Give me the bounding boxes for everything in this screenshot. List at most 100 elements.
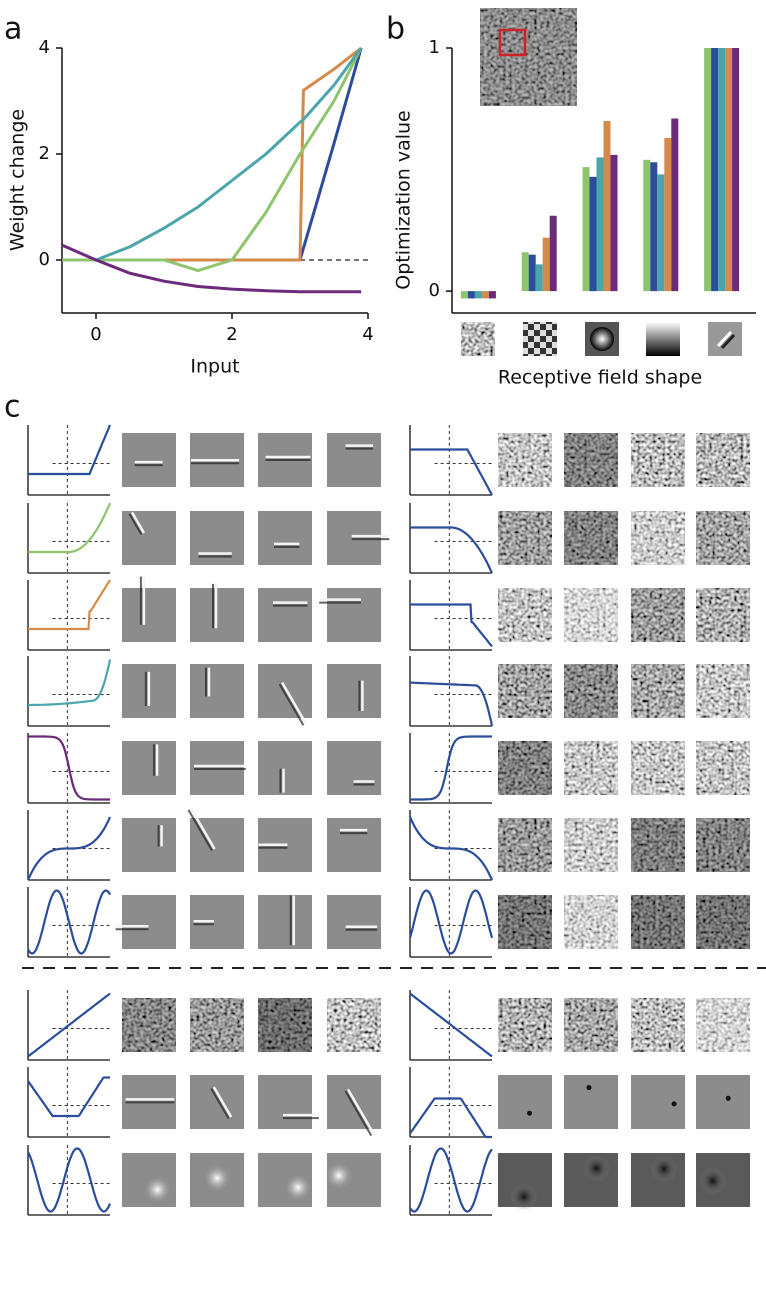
bar [718, 48, 726, 292]
rf-noise [498, 664, 552, 718]
receptive-field [190, 1075, 244, 1129]
rf-tint [631, 818, 685, 872]
bar [521, 252, 529, 292]
rf-bg [498, 1075, 552, 1129]
receptive-field [631, 1075, 685, 1129]
rf-noise [258, 998, 312, 1052]
rf-bg [258, 1075, 312, 1129]
receptive-field [696, 664, 750, 718]
rf-tint [498, 433, 552, 487]
rf-tint [696, 818, 750, 872]
receptive-field [190, 583, 244, 642]
receptive-field [564, 511, 618, 565]
receptive-field [122, 818, 176, 872]
bar [725, 48, 733, 292]
bar [732, 48, 740, 292]
receptive-field [258, 818, 312, 872]
rf-bg [258, 664, 312, 718]
rf-noise [631, 588, 685, 642]
rf-tint [564, 998, 618, 1052]
rf-noise [564, 998, 618, 1052]
rf-edge [128, 513, 143, 536]
receptive-field [498, 741, 552, 795]
receptive-field [631, 741, 685, 795]
receptive-field [696, 433, 750, 487]
rf-glow [284, 1173, 313, 1202]
receptive-field [324, 1153, 381, 1207]
receptive-field [122, 741, 176, 795]
mini-curve [28, 735, 110, 801]
bar [582, 167, 590, 292]
receptive-field [327, 818, 381, 872]
rf-noise [498, 818, 552, 872]
rf-bg [190, 664, 244, 718]
rf-noise [631, 433, 685, 487]
rf-icons [461, 322, 742, 356]
mini-curve [409, 1147, 493, 1213]
rf-tint [564, 511, 618, 565]
receptive-field [122, 998, 176, 1052]
receptive-field [190, 433, 244, 487]
mini-curve [28, 579, 111, 631]
mini-curve [27, 992, 111, 1058]
rf-dot [586, 1085, 592, 1091]
rf-tint [564, 741, 618, 795]
receptive-field [564, 433, 618, 487]
receptive-field [122, 433, 176, 487]
mini-curve [28, 502, 112, 554]
receptive-field [122, 576, 176, 642]
receptive-field [122, 1153, 176, 1207]
bar [671, 118, 679, 292]
rf-tint [498, 664, 552, 718]
receptive-field [696, 895, 750, 949]
bar [549, 215, 557, 292]
mini-curve [27, 889, 111, 955]
rf-noise [631, 741, 685, 795]
rf-noise [696, 818, 750, 872]
bar [664, 137, 672, 292]
mini-curve [26, 816, 112, 881]
bar [704, 48, 712, 292]
receptive-field [190, 1153, 244, 1207]
bar [711, 48, 719, 292]
rf-tint [122, 998, 176, 1052]
bar [610, 154, 618, 292]
receptive-field [498, 818, 552, 872]
rf-tint [631, 895, 685, 949]
rf-noise [696, 511, 750, 565]
receptive-field [319, 588, 381, 642]
rf-bg [122, 511, 176, 565]
rf-bg [631, 1075, 685, 1129]
rf-bg [122, 818, 176, 872]
rf-icon [461, 322, 495, 356]
rf-tint [498, 741, 552, 795]
mini-curve [28, 424, 112, 476]
receptive-field [190, 664, 244, 718]
rf-tint [498, 818, 552, 872]
x-tick-label: 4 [362, 324, 373, 345]
bar [657, 174, 665, 292]
receptive-field [258, 664, 312, 726]
y-tick-label: 1 [429, 37, 440, 58]
y-tick-label: 2 [39, 143, 50, 164]
rf-tint [498, 998, 552, 1052]
rf-tint [696, 998, 750, 1052]
image-tint [480, 8, 577, 106]
x-axis-label: Receptive field shape [498, 367, 702, 389]
line-series [61, 243, 362, 294]
rf-bg [327, 433, 381, 487]
rf-edge [187, 809, 213, 852]
bar [467, 291, 475, 299]
receptive-field [696, 1075, 750, 1129]
x-tick-label: 2 [226, 324, 237, 345]
bar [542, 237, 550, 292]
receptive-field [187, 807, 244, 872]
rf-bg [122, 741, 176, 795]
rf-tint [631, 588, 685, 642]
panel-c [26, 424, 750, 1216]
rf-dot [671, 1101, 677, 1107]
receptive-field [258, 588, 312, 642]
bar [650, 162, 658, 292]
rf-bg [122, 588, 176, 642]
y-tick-label: 0 [429, 280, 440, 301]
